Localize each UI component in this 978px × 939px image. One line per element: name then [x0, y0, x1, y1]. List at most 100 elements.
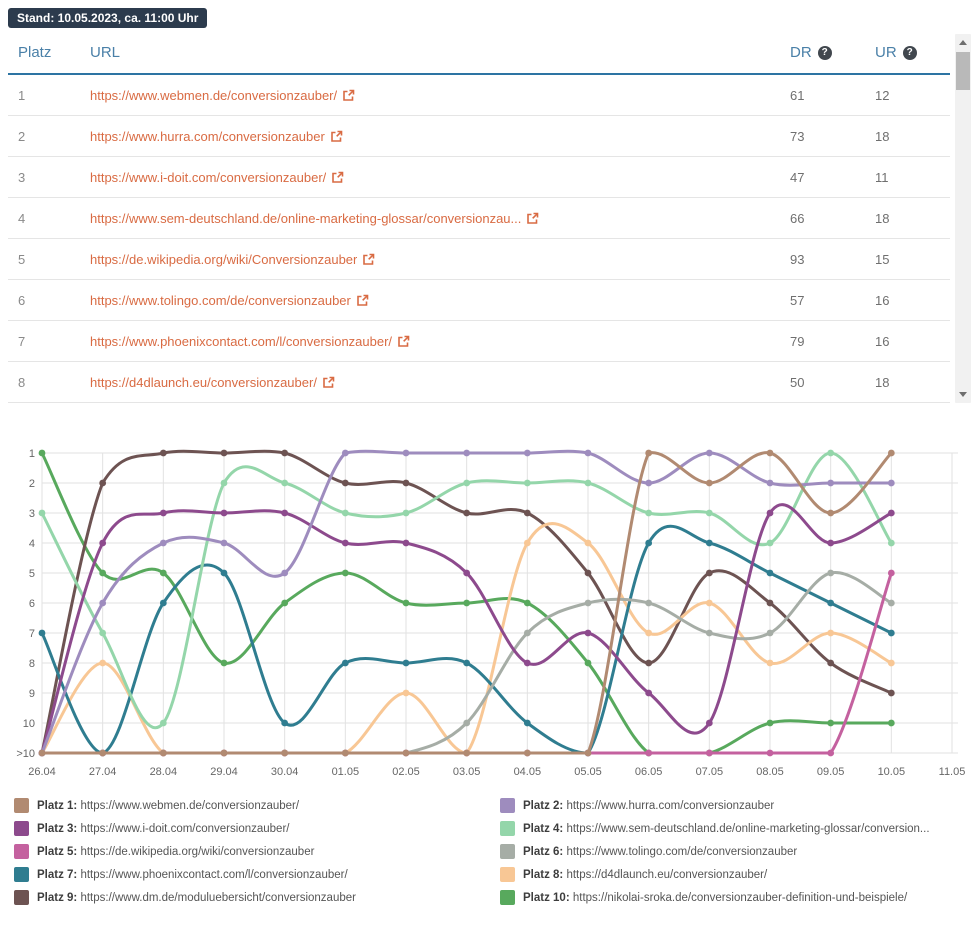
data-point[interactable] [159, 539, 167, 547]
data-point[interactable] [523, 599, 531, 607]
data-point[interactable] [887, 659, 895, 667]
data-point[interactable] [705, 749, 713, 757]
data-point[interactable] [281, 509, 289, 517]
data-point[interactable] [281, 749, 289, 757]
scrollbar-thumb[interactable] [956, 52, 970, 90]
data-point[interactable] [766, 719, 774, 727]
data-point[interactable] [705, 599, 713, 607]
data-point[interactable] [341, 659, 349, 667]
legend-item[interactable]: Platz 3: https://www.i-doit.com/conversi… [14, 820, 500, 837]
data-point[interactable] [584, 599, 592, 607]
data-point[interactable] [159, 719, 167, 727]
data-point[interactable] [99, 479, 107, 487]
data-point[interactable] [220, 509, 228, 517]
data-point[interactable] [463, 509, 471, 517]
data-point[interactable] [341, 749, 349, 757]
data-point[interactable] [341, 569, 349, 577]
data-point[interactable] [463, 449, 471, 457]
data-point[interactable] [159, 509, 167, 517]
data-point[interactable] [887, 539, 895, 547]
url-link[interactable]: https://www.hurra.com/conversionzauber [90, 128, 325, 144]
data-point[interactable] [584, 539, 592, 547]
data-point[interactable] [887, 569, 895, 577]
data-point[interactable] [584, 629, 592, 637]
data-point[interactable] [887, 479, 895, 487]
data-point[interactable] [827, 719, 835, 727]
data-point[interactable] [584, 659, 592, 667]
data-point[interactable] [99, 599, 107, 607]
data-point[interactable] [645, 509, 653, 517]
scroll-up-icon[interactable] [959, 40, 967, 45]
data-point[interactable] [766, 569, 774, 577]
legend-item[interactable]: Platz 4: https://www.sem-deutschland.de/… [500, 820, 978, 837]
legend-item[interactable]: Platz 8: https://d4dlaunch.eu/conversion… [500, 866, 978, 883]
legend-item[interactable]: Platz 7: https://www.phoenixcontact.com/… [14, 866, 500, 883]
data-point[interactable] [38, 449, 46, 457]
data-point[interactable] [523, 509, 531, 517]
data-point[interactable] [523, 479, 531, 487]
legend-item[interactable]: Platz 9: https://www.dm.de/moduluebersic… [14, 889, 500, 906]
data-point[interactable] [463, 749, 471, 757]
data-point[interactable] [887, 719, 895, 727]
data-point[interactable] [402, 749, 410, 757]
data-point[interactable] [99, 629, 107, 637]
data-point[interactable] [159, 449, 167, 457]
data-point[interactable] [402, 479, 410, 487]
table-scrollbar[interactable] [955, 34, 971, 403]
data-point[interactable] [38, 509, 46, 517]
data-point[interactable] [827, 569, 835, 577]
data-point[interactable] [281, 569, 289, 577]
data-point[interactable] [463, 599, 471, 607]
data-point[interactable] [281, 719, 289, 727]
data-point[interactable] [99, 569, 107, 577]
data-point[interactable] [220, 749, 228, 757]
data-point[interactable] [766, 449, 774, 457]
data-point[interactable] [281, 479, 289, 487]
data-point[interactable] [402, 659, 410, 667]
legend-item[interactable]: Platz 10: https://nikolai-sroka.de/conve… [500, 889, 978, 906]
url-link[interactable]: https://www.webmen.de/conversionzauber/ [90, 87, 338, 103]
data-point[interactable] [645, 689, 653, 697]
data-point[interactable] [341, 539, 349, 547]
data-point[interactable] [887, 599, 895, 607]
data-point[interactable] [281, 449, 289, 457]
data-point[interactable] [645, 449, 653, 457]
legend-item[interactable]: Platz 1: https://www.webmen.de/conversio… [14, 797, 500, 814]
data-point[interactable] [38, 629, 46, 637]
data-point[interactable] [887, 689, 895, 697]
data-point[interactable] [281, 599, 289, 607]
data-point[interactable] [705, 449, 713, 457]
data-point[interactable] [705, 629, 713, 637]
scroll-down-icon[interactable] [959, 392, 967, 397]
data-point[interactable] [463, 569, 471, 577]
data-point[interactable] [827, 599, 835, 607]
ur-help-icon[interactable]: ? [902, 45, 917, 60]
data-point[interactable] [523, 629, 531, 637]
data-point[interactable] [827, 629, 835, 637]
data-point[interactable] [99, 659, 107, 667]
data-point[interactable] [887, 509, 895, 517]
data-point[interactable] [159, 599, 167, 607]
data-point[interactable] [705, 719, 713, 727]
data-point[interactable] [523, 539, 531, 547]
data-point[interactable] [463, 659, 471, 667]
data-point[interactable] [766, 749, 774, 757]
data-point[interactable] [827, 539, 835, 547]
data-point[interactable] [584, 569, 592, 577]
url-link[interactable]: https://www.sem-deutschland.de/online-ma… [90, 210, 522, 226]
data-point[interactable] [766, 509, 774, 517]
data-point[interactable] [827, 749, 835, 757]
data-point[interactable] [827, 659, 835, 667]
url-link[interactable]: https://www.tolingo.com/de/conversionzau… [90, 292, 351, 308]
data-point[interactable] [766, 479, 774, 487]
data-point[interactable] [645, 749, 653, 757]
data-point[interactable] [402, 539, 410, 547]
data-point[interactable] [159, 569, 167, 577]
data-point[interactable] [584, 749, 592, 757]
data-point[interactable] [645, 599, 653, 607]
data-point[interactable] [766, 599, 774, 607]
url-link[interactable]: https://de.wikipedia.org/wiki/Conversion… [90, 251, 358, 267]
data-point[interactable] [341, 449, 349, 457]
data-point[interactable] [827, 449, 835, 457]
data-point[interactable] [38, 749, 46, 757]
